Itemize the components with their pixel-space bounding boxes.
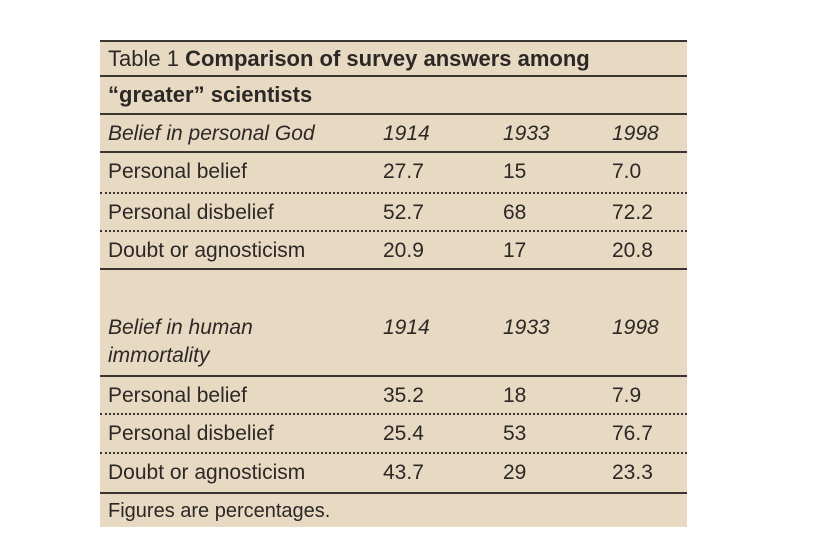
table-row: Personal disbelief 52.7 68 72.2 (100, 194, 687, 232)
row-label: Doubt or agnosticism (108, 461, 306, 484)
year-header: 1998 (612, 316, 659, 339)
section-heading: Belief in personal God (108, 122, 315, 145)
year-header: 1914 (383, 122, 430, 145)
table-footnote-row: Figures are percentages. (100, 494, 687, 527)
table-title: Comparison of survey answers among (185, 46, 590, 71)
row-label: Personal disbelief (108, 201, 274, 224)
cell-value: 72.2 (612, 201, 653, 224)
year-header: 1998 (612, 122, 659, 145)
row-label: Personal belief (108, 384, 247, 407)
cell-value: 68 (503, 201, 527, 224)
cell-value: 7.9 (612, 384, 642, 407)
cell-value: 20.9 (383, 239, 424, 262)
cell-value: 23.3 (612, 461, 653, 484)
table-row: Personal belief 35.2 18 7.9 (100, 377, 687, 415)
year-header: 1933 (503, 316, 550, 339)
cell-value: 15 (503, 160, 527, 183)
cell-value: 18 (503, 384, 527, 407)
cell-value: 17 (503, 239, 527, 262)
section-header-human-immortality: Belief in human immortality 1914 1933 19… (100, 270, 687, 377)
section-header-personal-god: Belief in personal God 1914 1933 1998 (100, 115, 687, 153)
table-title-row-1: Table 1 Comparison of survey answers amo… (100, 42, 687, 77)
year-header: 1933 (503, 122, 550, 145)
section-heading-line-1: Belief in human (108, 316, 253, 339)
table-title-row-2: “greater” scientists (100, 77, 687, 115)
row-label: Personal belief (108, 160, 247, 183)
table-row: Personal disbelief 25.4 53 76.7 (100, 415, 687, 454)
table-row: Personal belief 27.7 15 7.0 (100, 153, 687, 194)
table-number: Table 1 (108, 46, 179, 71)
table-title-continued: “greater” scientists (108, 82, 313, 107)
cell-value: 25.4 (383, 422, 424, 445)
cell-value: 43.7 (383, 461, 424, 484)
cell-value: 35.2 (383, 384, 424, 407)
cell-value: 7.0 (612, 160, 642, 183)
cell-value: 20.8 (612, 239, 653, 262)
row-label: Personal disbelief (108, 422, 274, 445)
row-label: Doubt or agnosticism (108, 239, 306, 262)
cell-value: 52.7 (383, 201, 424, 224)
cell-value: 27.7 (383, 160, 424, 183)
table-row: Doubt or agnosticism 20.9 17 20.8 (100, 232, 687, 270)
section-heading-line-2: immortality (108, 344, 210, 367)
survey-table: Table 1 Comparison of survey answers amo… (100, 40, 687, 527)
table-footnote: Figures are percentages. (108, 500, 331, 522)
cell-value: 53 (503, 422, 527, 445)
table-row: Doubt or agnosticism 43.7 29 23.3 (100, 454, 687, 494)
cell-value: 76.7 (612, 422, 653, 445)
cell-value: 29 (503, 461, 527, 484)
year-header: 1914 (383, 316, 430, 339)
